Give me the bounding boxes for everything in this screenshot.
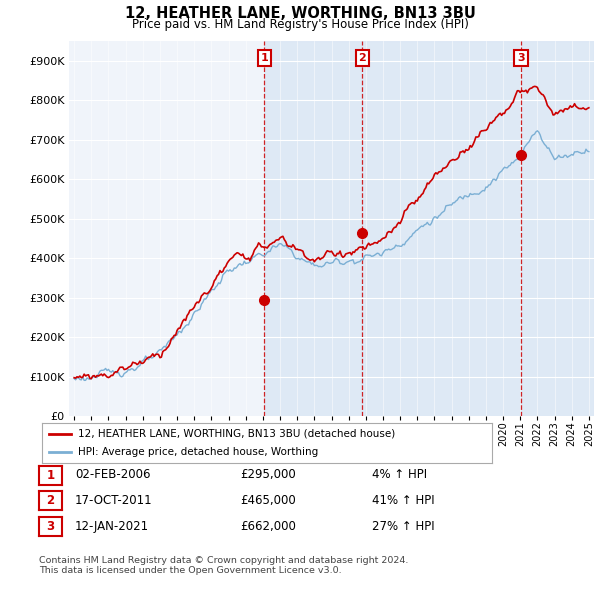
Text: 4% ↑ HPI: 4% ↑ HPI [372,468,427,481]
Text: 12, HEATHER LANE, WORTHING, BN13 3BU (detached house): 12, HEATHER LANE, WORTHING, BN13 3BU (de… [78,429,395,439]
Text: 1: 1 [260,53,268,63]
Text: 27% ↑ HPI: 27% ↑ HPI [372,520,434,533]
Text: Price paid vs. HM Land Registry's House Price Index (HPI): Price paid vs. HM Land Registry's House … [131,18,469,31]
Text: £295,000: £295,000 [240,468,296,481]
Text: £465,000: £465,000 [240,494,296,507]
Text: 17-OCT-2011: 17-OCT-2011 [75,494,152,507]
Text: 41% ↑ HPI: 41% ↑ HPI [372,494,434,507]
Text: 2: 2 [46,494,55,507]
Text: 12, HEATHER LANE, WORTHING, BN13 3BU: 12, HEATHER LANE, WORTHING, BN13 3BU [125,6,475,21]
Bar [264,41,362,416]
Bar [362,41,521,416]
Text: 1: 1 [46,469,55,482]
Text: £662,000: £662,000 [240,520,296,533]
Bar [521,41,594,416]
Text: 3: 3 [46,520,55,533]
Text: 12-JAN-2021: 12-JAN-2021 [75,520,149,533]
Text: 3: 3 [517,53,525,63]
Text: 2: 2 [359,53,366,63]
Text: HPI: Average price, detached house, Worthing: HPI: Average price, detached house, Wort… [78,447,318,457]
Text: Contains HM Land Registry data © Crown copyright and database right 2024.
This d: Contains HM Land Registry data © Crown c… [39,556,409,575]
Text: 02-FEB-2006: 02-FEB-2006 [75,468,151,481]
